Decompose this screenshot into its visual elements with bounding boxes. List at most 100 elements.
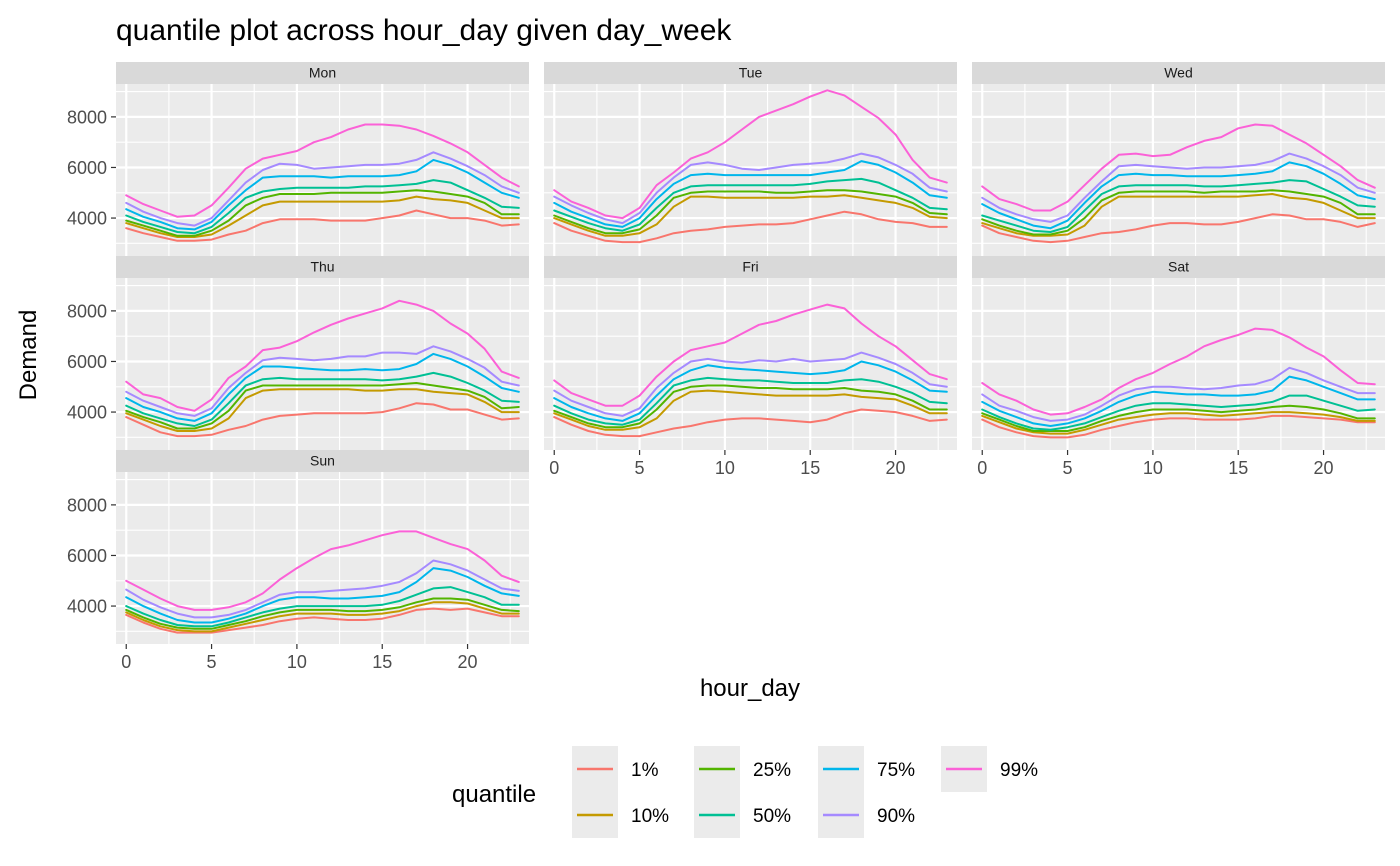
series-line-tue-75pct — [553, 160, 948, 228]
series-line-thu-25pct — [125, 382, 520, 430]
series-line-wed-90pct — [981, 152, 1376, 223]
series-line-mon-25pct — [125, 189, 520, 237]
series-line-thu-90pct — [125, 345, 520, 417]
series-line-sat-1pct — [981, 414, 1376, 439]
facet-strip — [972, 256, 1385, 278]
x-tick-label: 10 — [715, 458, 735, 478]
facet-panels: Mon 4000 6000 8000 Tue Wed Thu 4000 6000 8000 Fri 0… — [67, 62, 1385, 672]
y-tick-label: 8000 — [67, 495, 107, 515]
facet-strip — [116, 450, 529, 472]
legend-label: 25% — [753, 760, 791, 781]
series-line-wed-50pct — [981, 179, 1376, 233]
series-line-fri-10pct — [553, 389, 948, 431]
facet-panel-mon: Mon 4000 6000 8000 — [67, 62, 529, 256]
x-tick-label: 0 — [121, 652, 131, 672]
facet-panel-sat: Sat 0 5 10 15 20 — [972, 256, 1385, 478]
panel-background — [544, 278, 957, 450]
series-line-sat-25pct — [981, 404, 1376, 432]
series-line-wed-75pct — [981, 161, 1376, 230]
facet-panel-sun: Sun 4000 6000 8000 0 5 10 15 20 — [67, 450, 529, 672]
x-tick-label: 20 — [458, 652, 478, 672]
x-tick-label: 20 — [886, 458, 906, 478]
legend-item-1pct: 1% — [572, 746, 659, 792]
series-line-sun-1pct — [125, 607, 520, 634]
series-line-fri-1pct — [553, 408, 948, 438]
y-tick-label: 8000 — [67, 107, 107, 127]
series-line-tue-1pct — [553, 210, 948, 244]
legend-item-75pct: 75% — [818, 746, 915, 792]
x-tick-label: 10 — [1143, 458, 1163, 478]
x-tick-label: 20 — [1314, 458, 1334, 478]
series-line-tue-99pct — [553, 89, 948, 220]
series-line-sun-90pct — [125, 559, 520, 619]
x-tick-label: 0 — [977, 458, 987, 478]
legend-item-90pct: 90% — [818, 792, 915, 838]
x-tick-label: 10 — [287, 652, 307, 672]
facet-strip — [116, 256, 529, 278]
series-line-sat-75pct — [981, 375, 1376, 427]
legend-label: 90% — [877, 806, 915, 827]
series-line-mon-90pct — [125, 151, 520, 227]
series-line-tue-50pct — [553, 177, 948, 232]
facet-panel-tue: Tue — [544, 62, 957, 256]
series-line-fri-25pct — [553, 384, 948, 429]
series-line-thu-10pct — [125, 388, 520, 432]
series-line-sun-75pct — [125, 567, 520, 624]
y-tick-label: 4000 — [67, 209, 107, 229]
y-tick-label: 6000 — [67, 352, 107, 372]
series-line-sat-50pct — [981, 394, 1376, 431]
series-line-thu-75pct — [125, 352, 520, 422]
legend-label: 50% — [753, 806, 791, 827]
legend: quantile 1% 10% 25% 50% 75% 90% 99% — [452, 746, 1038, 838]
series-line-sat-99pct — [981, 327, 1376, 416]
legend-label: 75% — [877, 760, 915, 781]
y-axis-title: Demand — [15, 310, 42, 401]
x-tick-label: 5 — [207, 652, 217, 672]
series-line-tue-25pct — [553, 189, 948, 235]
legend-item-10pct: 10% — [572, 792, 669, 838]
series-line-thu-50pct — [125, 371, 520, 427]
legend-item-25pct: 25% — [694, 746, 791, 792]
series-line-tue-10pct — [553, 194, 948, 237]
series-line-mon-75pct — [125, 158, 520, 231]
facet-strip-label: Wed — [1164, 65, 1193, 81]
legend-label: 1% — [631, 760, 659, 781]
series-line-sat-10pct — [981, 411, 1376, 435]
series-line-mon-50pct — [125, 179, 520, 235]
x-tick-label: 0 — [549, 458, 559, 478]
facet-strip-label: Sun — [310, 453, 335, 469]
series-line-mon-10pct — [125, 195, 520, 238]
facet-strip-label: Sat — [1168, 259, 1189, 275]
legend-title: quantile — [452, 781, 536, 808]
facet-strip-label: Fri — [742, 259, 758, 275]
series-line-sun-25pct — [125, 597, 520, 630]
y-tick-label: 6000 — [67, 546, 107, 566]
series-line-wed-10pct — [981, 193, 1376, 237]
chart-title: quantile plot across hour_day given day_… — [116, 14, 732, 47]
series-line-sun-50pct — [125, 586, 520, 628]
facet-strip — [544, 62, 957, 84]
series-line-fri-90pct — [553, 351, 948, 417]
facet-strip — [544, 256, 957, 278]
series-line-mon-99pct — [125, 123, 520, 218]
facet-strip — [116, 62, 529, 84]
panel-background — [972, 278, 1385, 450]
legend-label: 10% — [631, 806, 669, 827]
series-line-sun-10pct — [125, 601, 520, 633]
series-line-fri-75pct — [553, 360, 948, 422]
x-tick-label: 5 — [635, 458, 645, 478]
x-axis-title: hour_day — [700, 675, 800, 702]
x-tick-label: 15 — [1228, 458, 1248, 478]
series-line-thu-1pct — [125, 402, 520, 438]
series-line-tue-90pct — [553, 152, 948, 225]
x-tick-label: 15 — [372, 652, 392, 672]
series-line-fri-99pct — [553, 303, 948, 407]
x-tick-label: 5 — [1063, 458, 1073, 478]
legend-label: 99% — [1000, 760, 1038, 781]
series-line-wed-1pct — [981, 213, 1376, 244]
series-line-wed-99pct — [981, 123, 1376, 212]
facet-strip-label: Thu — [310, 259, 334, 275]
facet-panel-fri: Fri 0 5 10 15 20 — [544, 256, 957, 478]
facet-strip-label: Mon — [309, 65, 336, 81]
